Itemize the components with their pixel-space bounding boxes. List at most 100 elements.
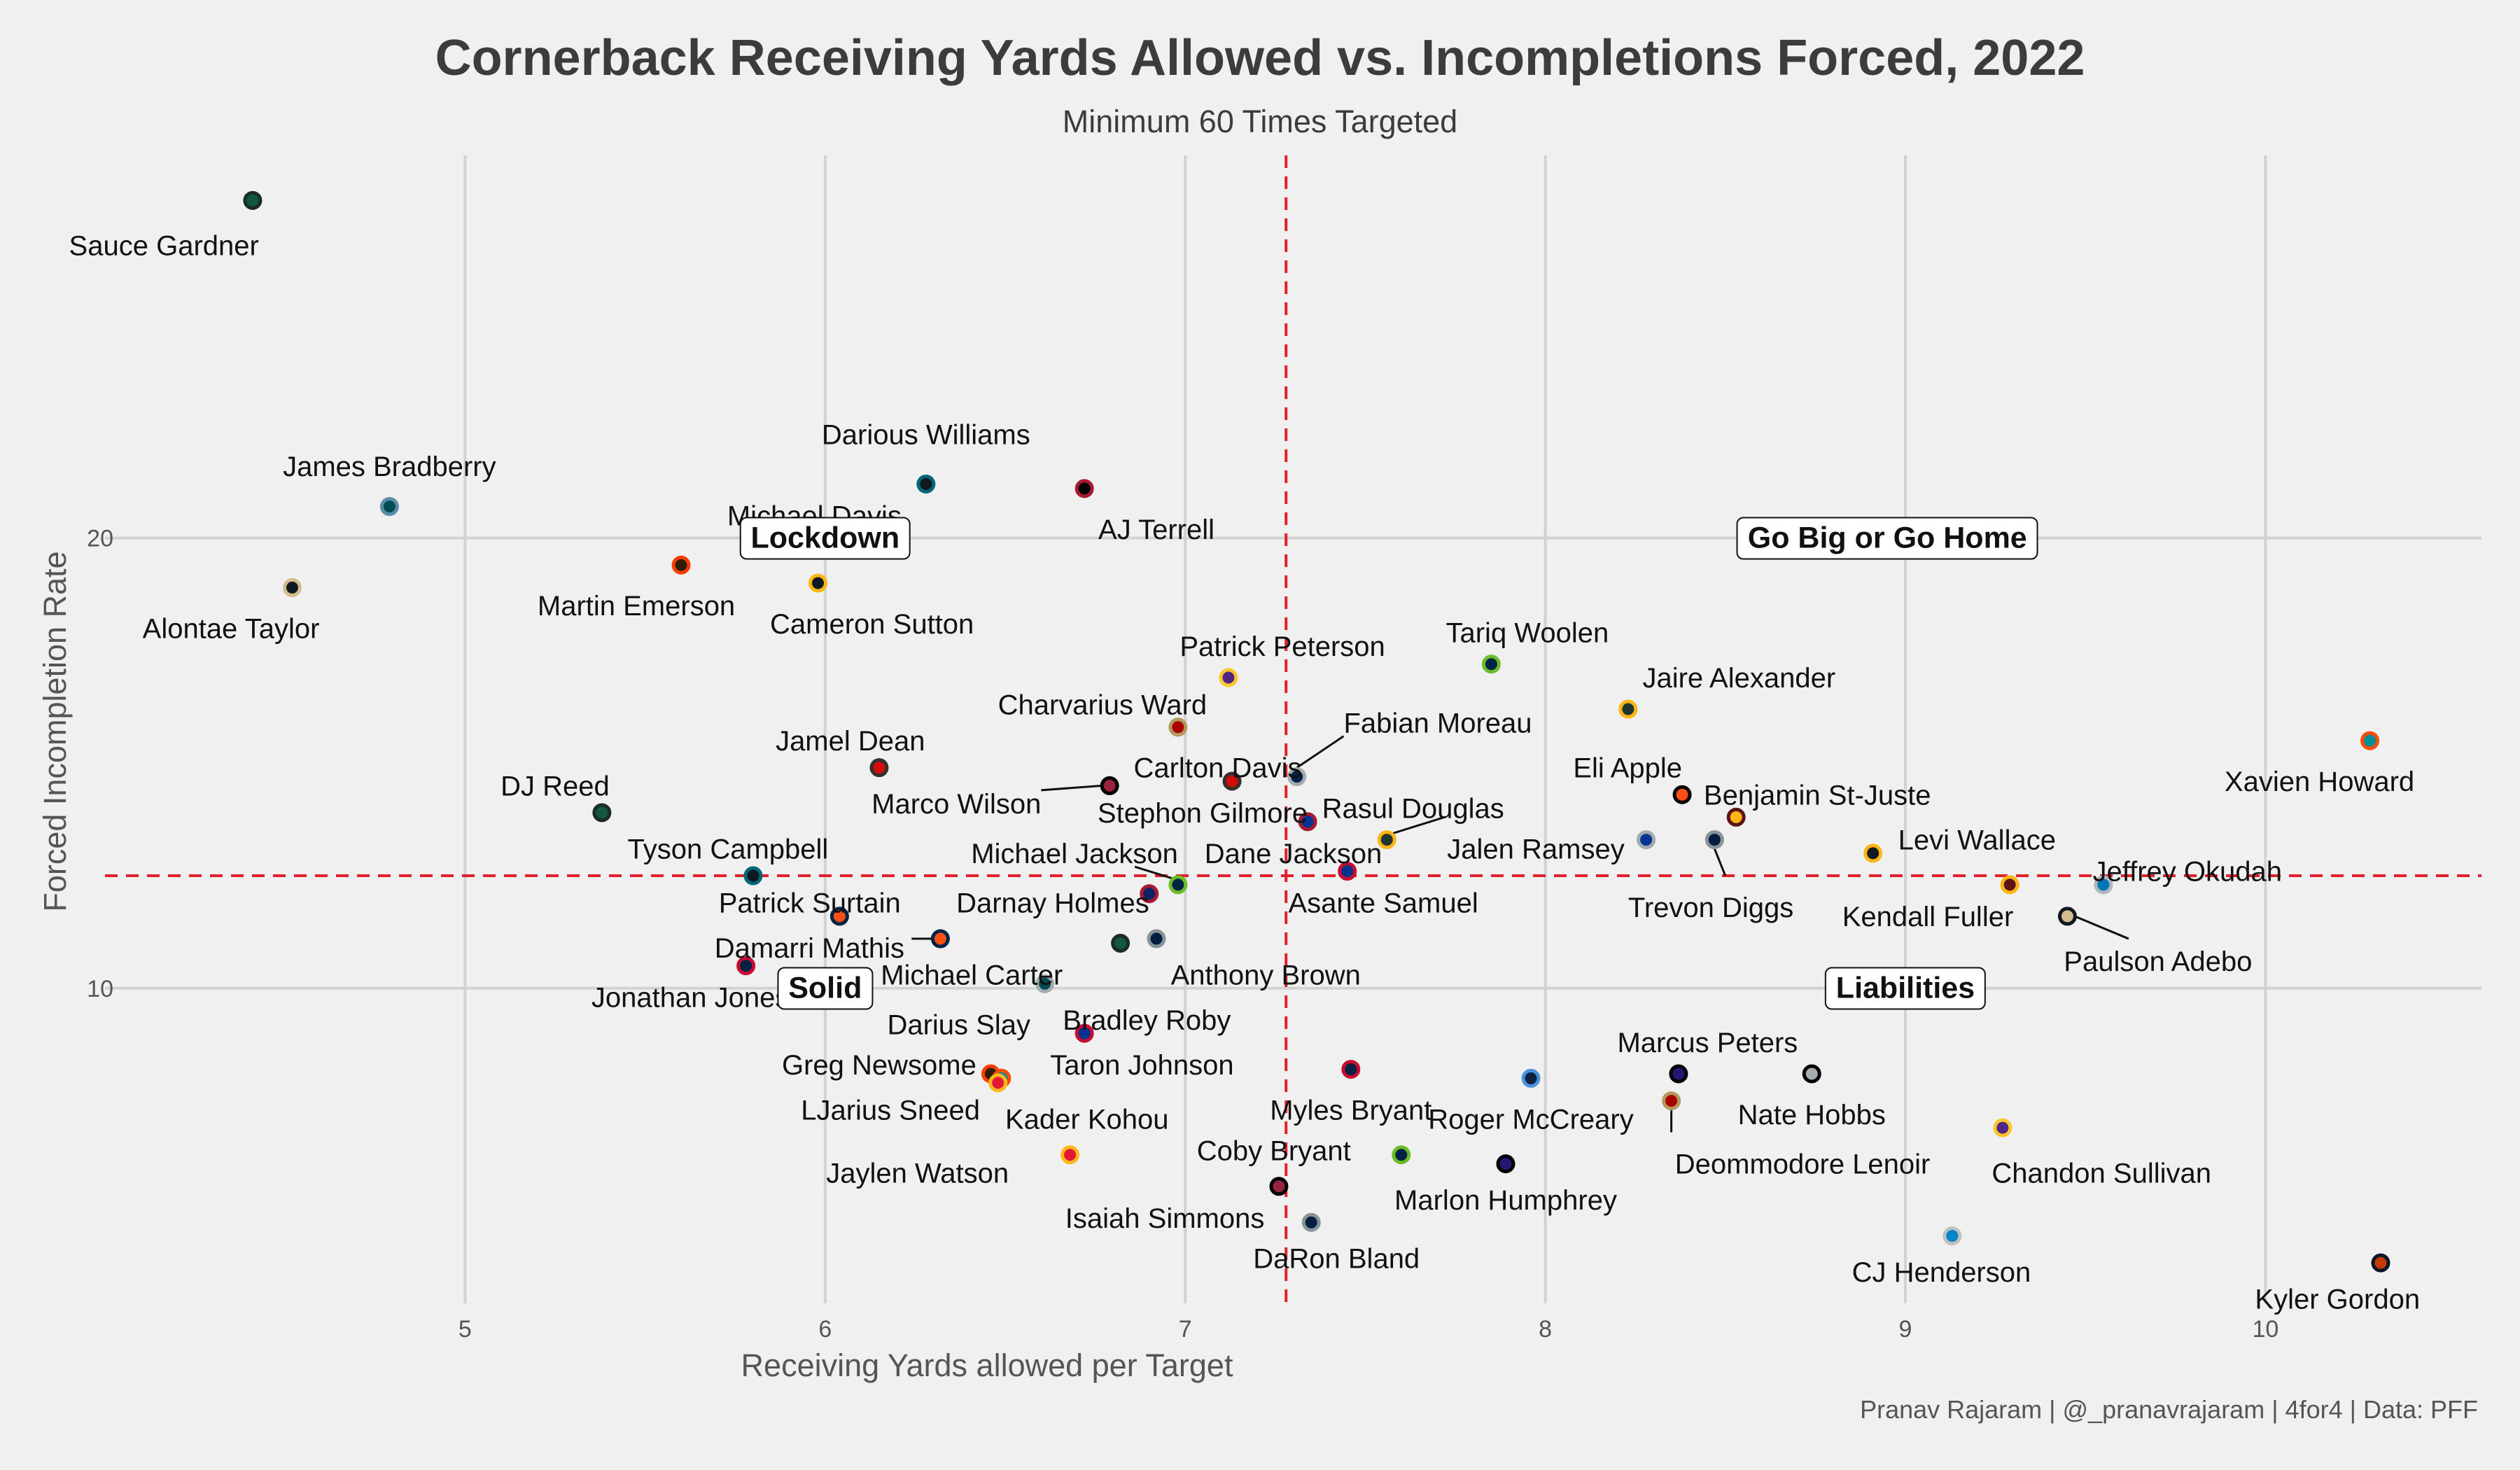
point-label: Darious Williams bbox=[822, 420, 1030, 451]
data-point bbox=[592, 803, 612, 822]
data-point bbox=[1147, 929, 1166, 948]
data-point bbox=[1993, 1118, 2012, 1138]
quadrant-label: Lockdown bbox=[739, 517, 911, 560]
leader-line bbox=[1386, 816, 1445, 836]
point-label: Alontae Taylor bbox=[143, 613, 320, 644]
data-point bbox=[1269, 1177, 1289, 1196]
data-point bbox=[1168, 718, 1188, 737]
point-label: Damarri Mathis bbox=[715, 933, 904, 964]
point-label: DaRon Bland bbox=[1253, 1244, 1420, 1275]
data-point bbox=[869, 758, 889, 778]
label-leader-lines bbox=[911, 735, 2129, 1133]
data-point bbox=[1672, 785, 1692, 804]
data-point bbox=[1481, 654, 1501, 674]
point-label: Tyson Campbell bbox=[628, 834, 829, 864]
point-label: Carlton Davis bbox=[1133, 753, 1301, 784]
point-label: Stephon Gilmore bbox=[1098, 798, 1308, 829]
point-label: Charvarius Ward bbox=[998, 690, 1208, 721]
point-label: Asante Samuel bbox=[1288, 888, 1478, 919]
data-point bbox=[1704, 830, 1724, 850]
data-point bbox=[736, 956, 756, 976]
data-point bbox=[1298, 812, 1317, 832]
data-point bbox=[1669, 1064, 1688, 1084]
point-label: Darius Slay bbox=[887, 1009, 1030, 1040]
point-label: Michael Carter bbox=[881, 960, 1063, 991]
point-label: Myles Bryant bbox=[1270, 1095, 1432, 1126]
data-point bbox=[2094, 875, 2113, 895]
point-label: Kyler Gordon bbox=[2255, 1284, 2420, 1315]
point-label: Cameron Sutton bbox=[770, 609, 974, 640]
point-label: Michael Jackson bbox=[971, 839, 1178, 869]
point-label: Jaire Alexander bbox=[1642, 663, 1835, 694]
x-tick-label: 6 bbox=[818, 1316, 832, 1343]
data-point bbox=[1392, 1145, 1411, 1165]
point-labels: Sauce Gardner Darious Williams James Bradb… bbox=[69, 231, 2421, 1315]
data-point bbox=[2057, 906, 2077, 926]
reference-lines bbox=[105, 155, 2482, 1303]
data-point bbox=[1338, 862, 1357, 881]
leader-line bbox=[1134, 865, 1179, 881]
point-label: Tariq Woolen bbox=[1446, 618, 1609, 649]
data-point bbox=[988, 1073, 1008, 1093]
x-tick-label: 7 bbox=[1179, 1316, 1192, 1343]
data-point bbox=[1100, 776, 1119, 795]
point-label: CJ Henderson bbox=[1852, 1257, 2031, 1288]
point-label: Paulson Adebo bbox=[2064, 946, 2252, 977]
y-tick-label: 20 bbox=[87, 526, 113, 552]
point-label: Levi Wallace bbox=[1898, 825, 2056, 856]
point-label: Coby Bryant bbox=[1197, 1135, 1351, 1166]
point-label: Nate Hobbs bbox=[1738, 1100, 1886, 1130]
x-axis-title: Receiving Yards allowed per Target bbox=[741, 1348, 1233, 1383]
point-label: Marco Wilson bbox=[872, 789, 1041, 820]
point-label: AJ Terrell bbox=[1098, 514, 1214, 545]
point-label: Rasul Douglas bbox=[1322, 794, 1504, 825]
y-axis-title: Forced Incompletion Rate bbox=[37, 551, 73, 911]
data-point bbox=[1074, 479, 1094, 498]
x-tick-label: 10 bbox=[2252, 1316, 2278, 1343]
data-point bbox=[1496, 1154, 1516, 1174]
point-label: Dane Jackson bbox=[1205, 839, 1382, 869]
point-label: Roger McCreary bbox=[1428, 1104, 1633, 1135]
data-point bbox=[1219, 668, 1238, 687]
data-point bbox=[1726, 807, 1746, 827]
data-point bbox=[1111, 933, 1130, 953]
data-point bbox=[1637, 830, 1656, 850]
point-label: Eli Apple bbox=[1573, 753, 1682, 784]
point-label: Martin Emerson bbox=[538, 591, 735, 622]
leader-line bbox=[1713, 848, 1727, 876]
point-label: Deommodore Lenoir bbox=[1675, 1149, 1931, 1180]
point-label: Jeffrey Okudah bbox=[2092, 857, 2282, 888]
data-point bbox=[1802, 1064, 1821, 1084]
point-label: Jaylen Watson bbox=[826, 1158, 1009, 1189]
point-label: Jalen Ramsey bbox=[1447, 834, 1624, 864]
point-label: Marlon Humphrey bbox=[1394, 1185, 1617, 1216]
data-point bbox=[1662, 1091, 1681, 1111]
data-point bbox=[808, 573, 827, 593]
chart-caption: Pranav Rajaram | @_pranavrajaram | 4for4… bbox=[1860, 1395, 2478, 1424]
quadrant-label: Go Big or Go Home bbox=[1736, 517, 2038, 560]
data-point bbox=[1521, 1068, 1541, 1088]
point-label: Xavien Howard bbox=[2225, 766, 2414, 797]
point-label: Benjamin St-Juste bbox=[1704, 780, 1931, 811]
x-tick-label: 9 bbox=[1899, 1316, 1912, 1343]
point-label: Fabian Moreau bbox=[1344, 708, 1532, 738]
data-point bbox=[930, 929, 950, 948]
quadrant-label: Solid bbox=[777, 967, 874, 1010]
point-label: Sauce Gardner bbox=[69, 231, 259, 262]
data-point bbox=[1035, 974, 1055, 993]
data-point bbox=[282, 578, 302, 597]
point-label: Darnay Holmes bbox=[956, 888, 1149, 919]
point-label: DJ Reed bbox=[500, 771, 610, 802]
data-point bbox=[1618, 699, 1638, 719]
point-label: Isaiah Simmons bbox=[1065, 1203, 1265, 1234]
data-point bbox=[916, 474, 936, 493]
leader-line bbox=[1041, 784, 1102, 792]
quadrant-label: Liabilities bbox=[1824, 967, 1987, 1010]
data-point bbox=[379, 497, 399, 517]
point-label: LJarius Sneed bbox=[801, 1095, 980, 1126]
chart-subtitle: Minimum 60 Times Targeted bbox=[1062, 104, 1458, 139]
point-label: Patrick Peterson bbox=[1180, 631, 1385, 662]
axis-ticks: 5 6 7 8 9 10 10 20 bbox=[87, 526, 2278, 1343]
point-label: Kader Kohou bbox=[1005, 1104, 1169, 1135]
data-point bbox=[1168, 875, 1188, 895]
